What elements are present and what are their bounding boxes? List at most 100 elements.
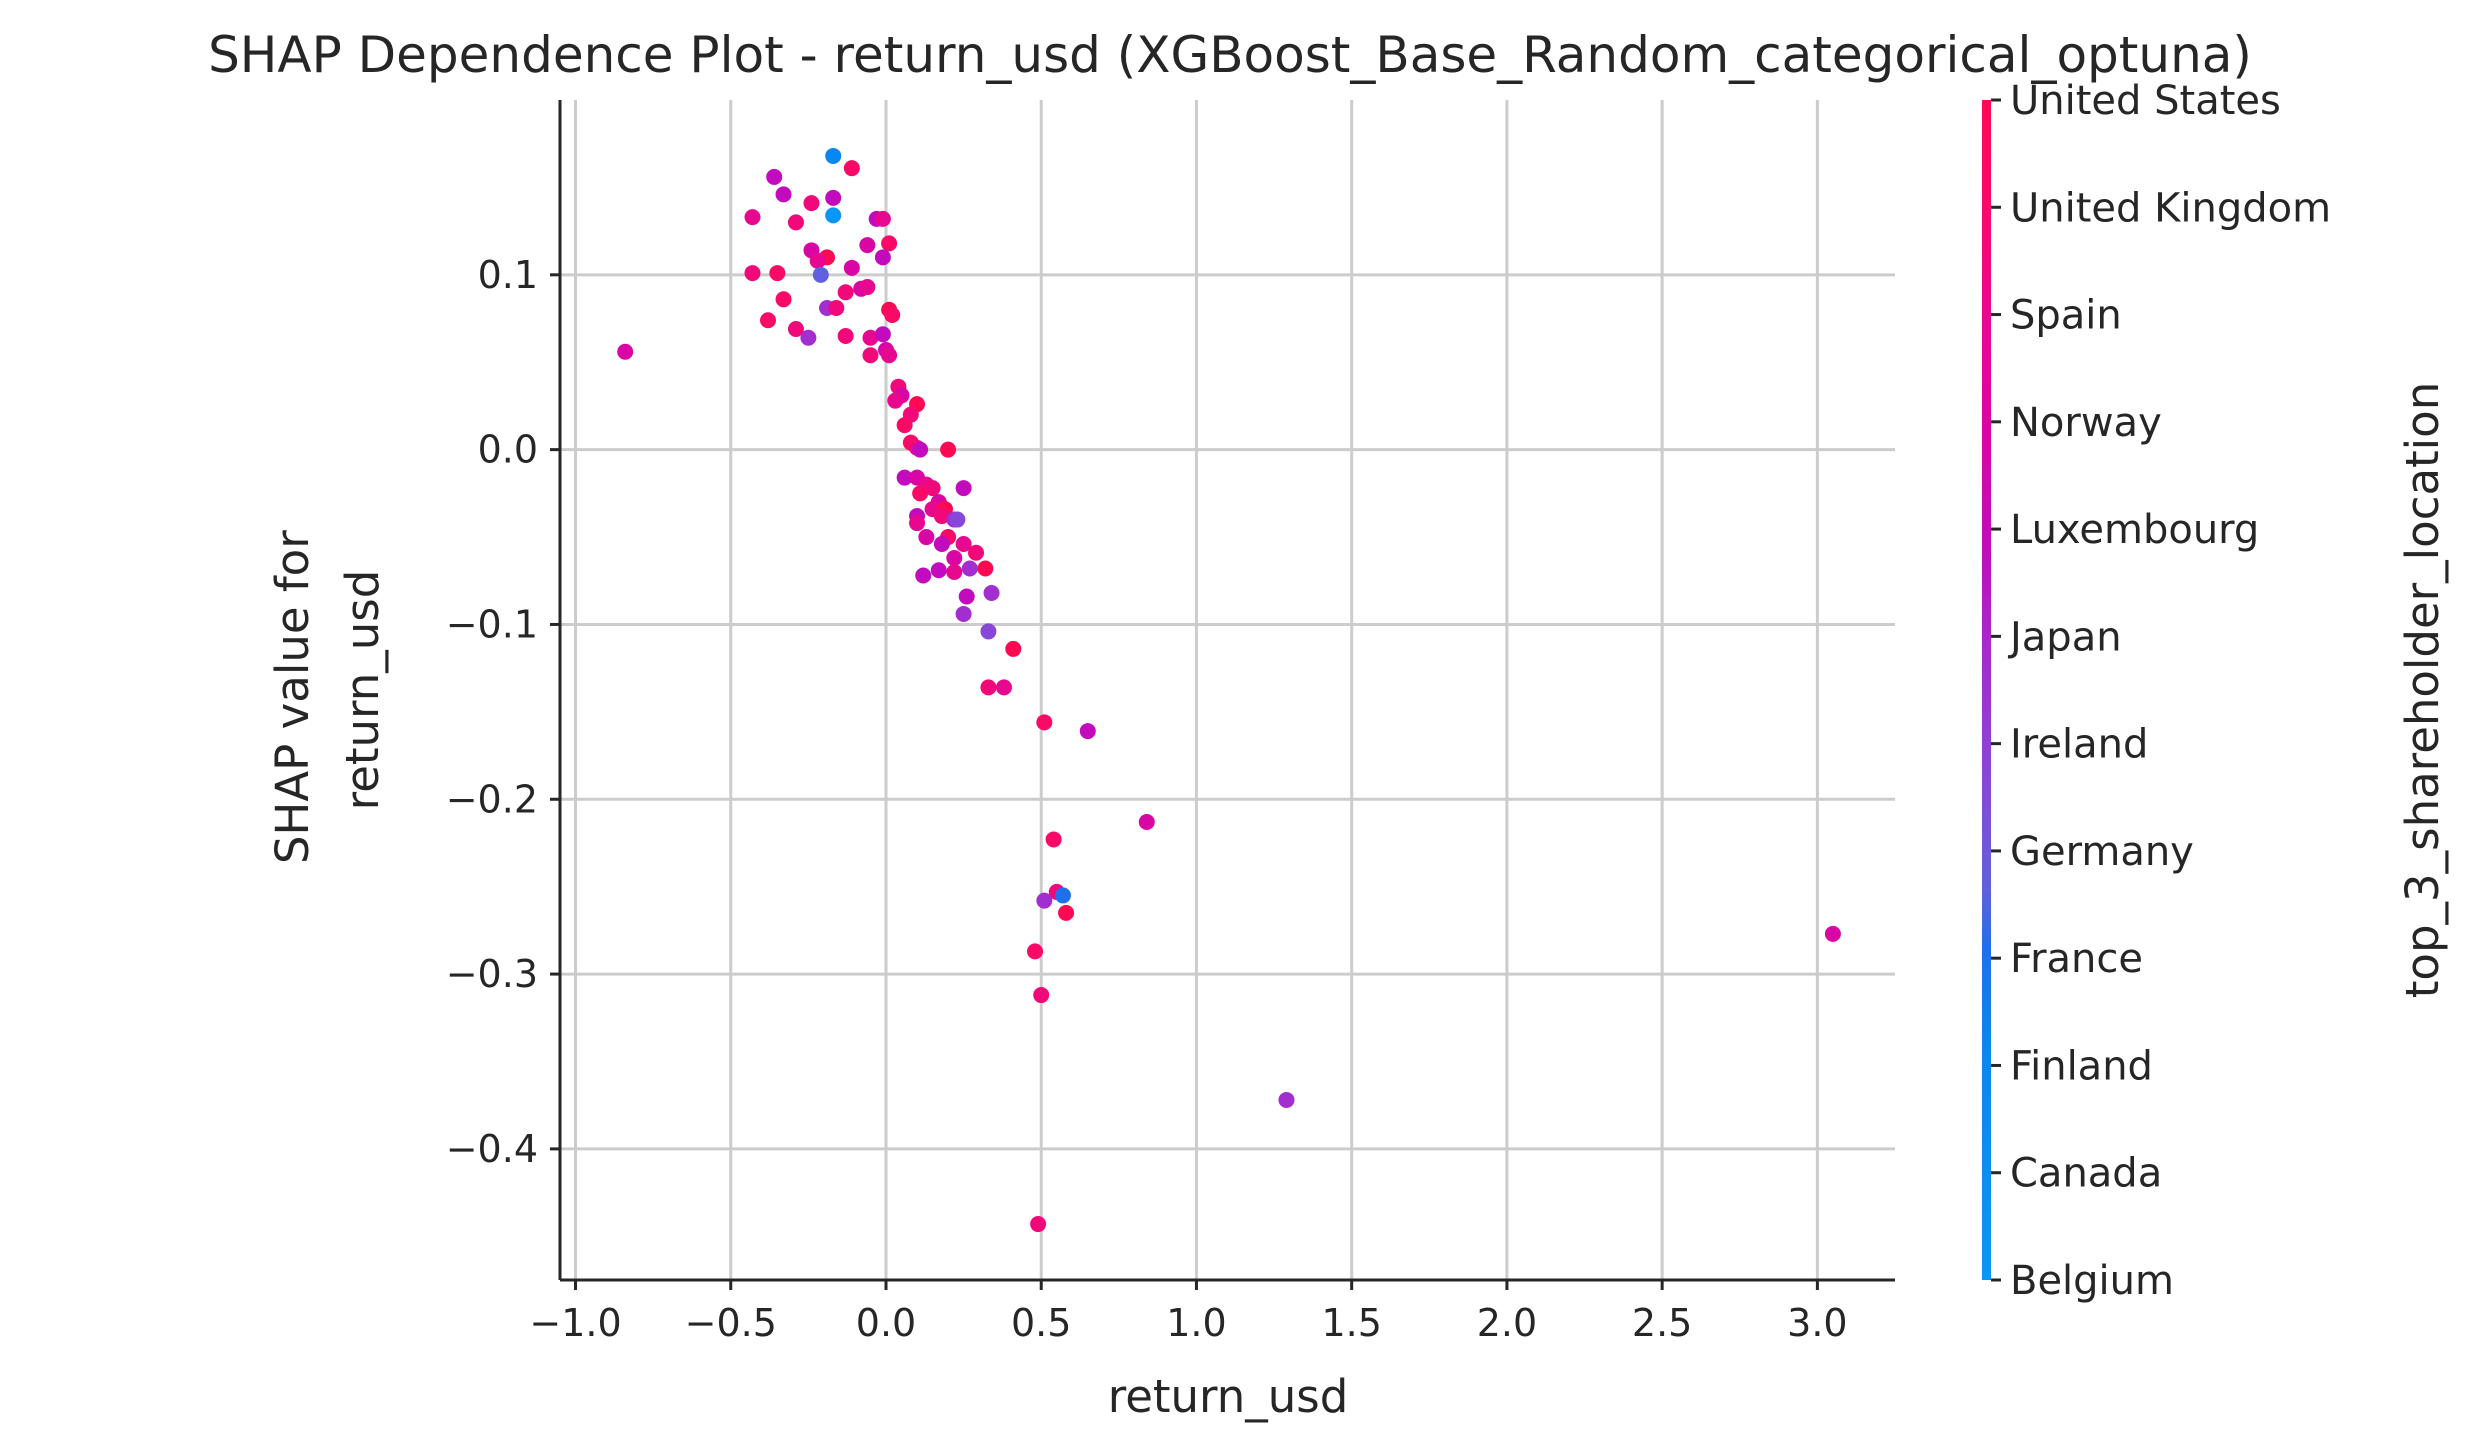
data-point xyxy=(859,279,876,296)
data-point xyxy=(912,441,929,458)
x-tick-label: −1.0 xyxy=(529,1301,621,1345)
data-point xyxy=(803,195,820,212)
y-axis-label-line-1: SHAP value for xyxy=(266,530,319,864)
data-point xyxy=(874,210,891,227)
colorbar-tick-label: Ireland xyxy=(2010,722,2148,768)
data-point xyxy=(775,186,792,203)
data-point xyxy=(843,259,860,276)
data-point xyxy=(1033,987,1050,1004)
data-point xyxy=(881,235,898,252)
colorbar-tick-label: Finland xyxy=(2010,1043,2153,1089)
x-tick-label: 2.0 xyxy=(1477,1301,1537,1345)
data-point xyxy=(958,588,975,605)
scatter-points xyxy=(617,147,1841,1233)
data-point xyxy=(933,536,950,553)
data-point xyxy=(980,623,997,640)
data-point xyxy=(896,469,913,486)
data-point xyxy=(766,168,783,185)
colorbar-tick-label: Japan xyxy=(2007,614,2122,660)
colorbar xyxy=(1982,100,1991,1280)
x-tick-label: 1.5 xyxy=(1321,1301,1381,1345)
x-axis-label: return_usd xyxy=(1108,1370,1349,1423)
grid-lines xyxy=(560,100,1895,1280)
chart-title: SHAP Dependence Plot - return_usd (XGBoo… xyxy=(208,26,2252,84)
data-point xyxy=(1058,904,1075,921)
x-tick-label: −0.5 xyxy=(685,1301,777,1345)
data-point xyxy=(843,160,860,177)
colorbar-label: top_3_shareholder_location xyxy=(2396,382,2449,998)
data-point xyxy=(924,480,941,497)
colorbar-tick-label: Belgium xyxy=(2010,1258,2174,1304)
data-point xyxy=(909,515,926,532)
data-point xyxy=(968,544,985,561)
data-point xyxy=(933,508,950,525)
data-point xyxy=(995,679,1012,696)
y-axis-ticks: 0.1 0.0 −0.1 −0.2 −0.3 −0.4 xyxy=(446,253,560,1171)
data-point xyxy=(896,417,913,434)
colorbar-tick-label: United States xyxy=(2010,78,2281,124)
data-point xyxy=(1036,892,1053,909)
x-tick-label: 3.0 xyxy=(1787,1301,1847,1345)
data-point xyxy=(1030,1216,1047,1233)
y-tick-label: 0.0 xyxy=(478,428,538,472)
data-point xyxy=(862,329,879,346)
data-point xyxy=(940,441,957,458)
colorbar-tick-label: United Kingdom xyxy=(2010,185,2331,231)
data-point xyxy=(809,252,826,269)
data-point xyxy=(862,347,879,364)
y-tick-label: 0.1 xyxy=(478,253,538,297)
data-point xyxy=(825,189,842,206)
data-point xyxy=(955,605,972,622)
data-point xyxy=(1045,831,1062,848)
data-point xyxy=(1824,925,1841,942)
data-point xyxy=(955,480,972,497)
data-point xyxy=(930,562,947,579)
data-point xyxy=(912,485,929,502)
data-point xyxy=(915,567,932,584)
data-point xyxy=(775,291,792,308)
data-point xyxy=(961,560,978,577)
data-point xyxy=(760,312,777,329)
colorbar-tick-label: Norway xyxy=(2010,400,2162,446)
data-point xyxy=(983,584,1000,601)
data-point xyxy=(812,266,829,283)
data-point xyxy=(881,347,898,364)
data-point xyxy=(859,237,876,254)
x-tick-label: 0.0 xyxy=(856,1301,916,1345)
data-point xyxy=(1036,714,1053,731)
data-point xyxy=(1138,813,1155,830)
x-axis-ticks: −1.0 −0.5 0.0 0.5 1.0 1.5 2.0 2.5 3.0 xyxy=(529,1280,1848,1345)
colorbar-tick-label: France xyxy=(2010,936,2143,982)
data-point xyxy=(828,300,845,317)
data-point xyxy=(887,392,904,409)
data-point xyxy=(825,207,842,224)
data-point xyxy=(617,343,634,360)
data-point xyxy=(946,550,963,567)
y-axis-label: SHAP value for return_usd xyxy=(266,516,389,864)
data-point xyxy=(787,214,804,231)
data-point xyxy=(837,328,854,344)
data-point xyxy=(837,284,854,301)
data-point xyxy=(769,265,786,282)
data-point xyxy=(949,511,966,528)
colorbar-tick-label: Canada xyxy=(2010,1151,2162,1197)
data-point xyxy=(1027,943,1044,960)
data-point xyxy=(1079,723,1096,740)
data-point xyxy=(825,147,842,164)
colorbar-ticks: United States United Kingdom Spain Norway Lu… xyxy=(1991,78,2331,1304)
data-point xyxy=(874,326,891,343)
data-point xyxy=(977,560,994,577)
data-point xyxy=(800,329,817,346)
y-tick-label: −0.2 xyxy=(446,777,538,821)
data-point xyxy=(787,321,804,338)
x-tick-label: 2.5 xyxy=(1632,1301,1692,1345)
data-point xyxy=(744,265,761,282)
y-tick-label: −0.4 xyxy=(446,1127,538,1171)
data-point xyxy=(1005,640,1022,657)
y-tick-label: −0.3 xyxy=(446,952,538,996)
y-axis-label-line-2: return_usd xyxy=(336,570,389,811)
data-point xyxy=(874,249,891,266)
data-point xyxy=(884,307,901,324)
data-point xyxy=(946,564,963,580)
data-point xyxy=(980,679,997,696)
